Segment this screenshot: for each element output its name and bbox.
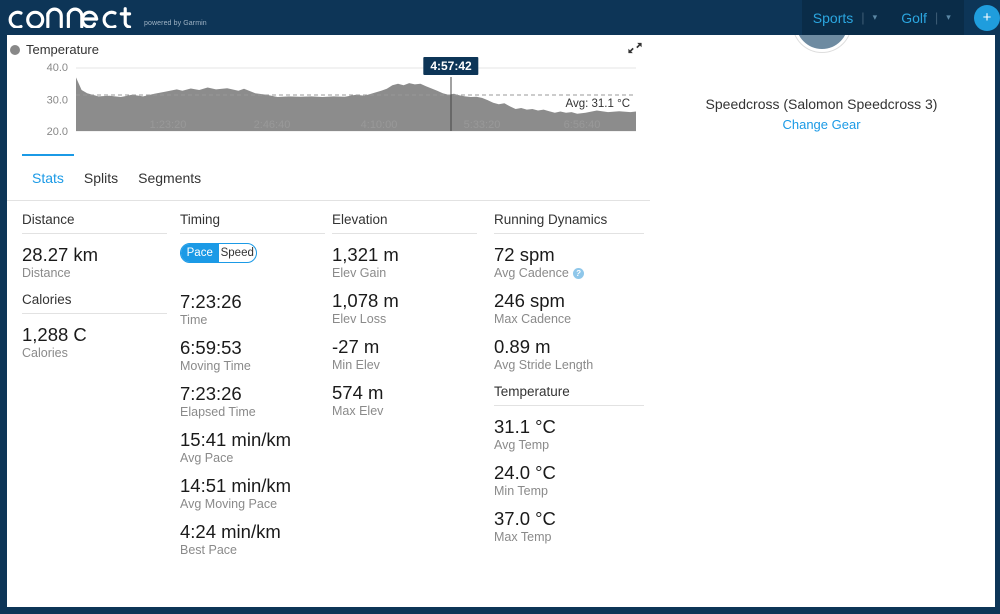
svg-text:6:56:40: 6:56:40 <box>564 119 601 131</box>
svg-text:4:10:00: 4:10:00 <box>361 119 398 131</box>
svg-text:20.0: 20.0 <box>47 126 68 136</box>
svg-text:2:46:40: 2:46:40 <box>254 119 291 131</box>
svg-text:40.0: 40.0 <box>47 62 68 74</box>
svg-text:Avg: 31.1 °C: Avg: 31.1 °C <box>566 98 630 110</box>
svg-text:30.0: 30.0 <box>47 95 68 107</box>
svg-text:5:33:20: 5:33:20 <box>464 119 501 131</box>
svg-text:1:23:20: 1:23:20 <box>150 119 187 131</box>
